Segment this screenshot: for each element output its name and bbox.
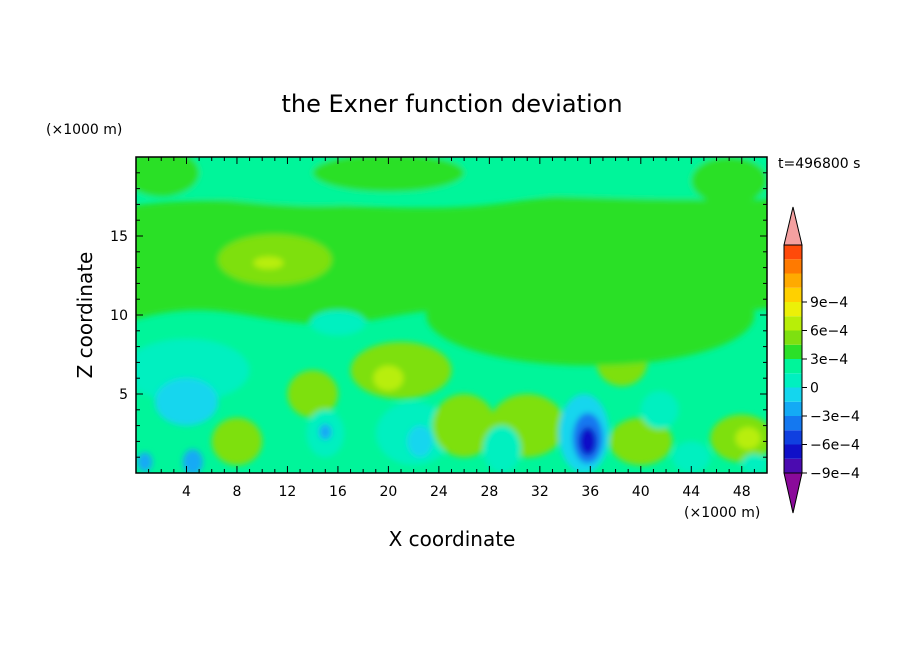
colorbar-swatch: [784, 316, 802, 331]
contour-region: [609, 417, 673, 466]
colorbar-label: 6e−4: [810, 324, 848, 340]
colorbar-label: −6e−4: [810, 438, 860, 454]
colorbar-swatch: [784, 359, 802, 374]
contour-region: [182, 449, 203, 473]
colorbar-max-extension: [783, 206, 803, 246]
colorbar-swatch: [784, 344, 802, 359]
colorbar-swatch: [784, 330, 802, 345]
contour-region: [154, 378, 219, 426]
contour-region: [741, 454, 767, 473]
contour-field: [136, 157, 767, 473]
x-axis: 4 8 12 16 20 24 28 32 36 40 44 48: [148, 157, 755, 500]
x-tick-label: 12: [279, 484, 297, 500]
colorbar-swatch: [784, 444, 802, 459]
x-tick-label: 48: [733, 484, 751, 500]
y-tick-label: 10: [110, 308, 128, 324]
x-tick-label: 16: [329, 484, 347, 500]
x-tick-label: 36: [581, 484, 599, 500]
contour-region: [136, 157, 200, 197]
colorbar-swatch: [784, 287, 802, 302]
contour-region: [310, 310, 366, 336]
x-tick-label: 4: [182, 484, 191, 500]
x-tick-label: 20: [379, 484, 397, 500]
colorbar-swatch: [784, 458, 802, 473]
contour-region: [735, 427, 761, 450]
contour-region: [253, 256, 284, 270]
y-tick-label: 15: [110, 229, 128, 245]
colorbar-label: 3e−4: [810, 352, 848, 368]
colorbar-label: 0: [810, 381, 819, 397]
colorbar-label: −3e−4: [810, 409, 860, 425]
colorbar-label: −9e−4: [810, 466, 860, 482]
x-tick-label: 8: [232, 484, 241, 500]
x-tick-label: 40: [632, 484, 650, 500]
contour-region: [640, 390, 679, 429]
x-tick-label: 24: [430, 484, 448, 500]
y-axis-label: Z coordinate: [73, 252, 97, 379]
time-label: t=496800 s: [778, 156, 860, 172]
contour-region: [287, 370, 338, 418]
colorbar-swatch: [784, 401, 802, 416]
chart-title: the Exner function deviation: [281, 90, 622, 118]
contour-region: [483, 425, 521, 473]
y-axis: 5 10 15: [110, 172, 767, 458]
contour-region: [672, 441, 711, 473]
colorbar-swatch: [784, 416, 802, 431]
z-unit-label: (×1000 m): [46, 122, 122, 138]
contour-region: [318, 424, 332, 440]
contour-region: [691, 157, 767, 205]
contour-region: [407, 425, 433, 458]
contour-region: [432, 394, 496, 458]
contour-region: [211, 417, 263, 466]
x-axis-label: X coordinate: [389, 527, 516, 551]
colorbar-swatch: [784, 430, 802, 445]
colorbar-swatch: [784, 273, 802, 288]
x-tick-label: 32: [531, 484, 549, 500]
colorbar-swatch: [784, 302, 802, 317]
colorbar-label: 9e−4: [810, 295, 848, 311]
y-tick-label: 5: [119, 387, 128, 403]
contour-region: [578, 427, 597, 456]
colorbar: −9e−4 −6e−4 −3e−4 0 3e−4 6e−4 9e−4: [783, 206, 860, 514]
colorbar-min-extension: [783, 472, 803, 514]
contour-region: [350, 341, 452, 399]
x-tick-label: 28: [480, 484, 498, 500]
contour-region: [373, 365, 404, 391]
x-unit-label: (×1000 m): [684, 505, 760, 521]
contour-region: [426, 264, 755, 366]
contour-region: [137, 452, 153, 472]
colorbar-swatch: [784, 259, 802, 274]
x-tick-label: 44: [682, 484, 700, 500]
colorbar-swatch: [784, 245, 802, 260]
contour-region: [312, 157, 465, 192]
colorbar-swatch: [784, 387, 802, 402]
colorbar-swatch: [784, 373, 802, 388]
